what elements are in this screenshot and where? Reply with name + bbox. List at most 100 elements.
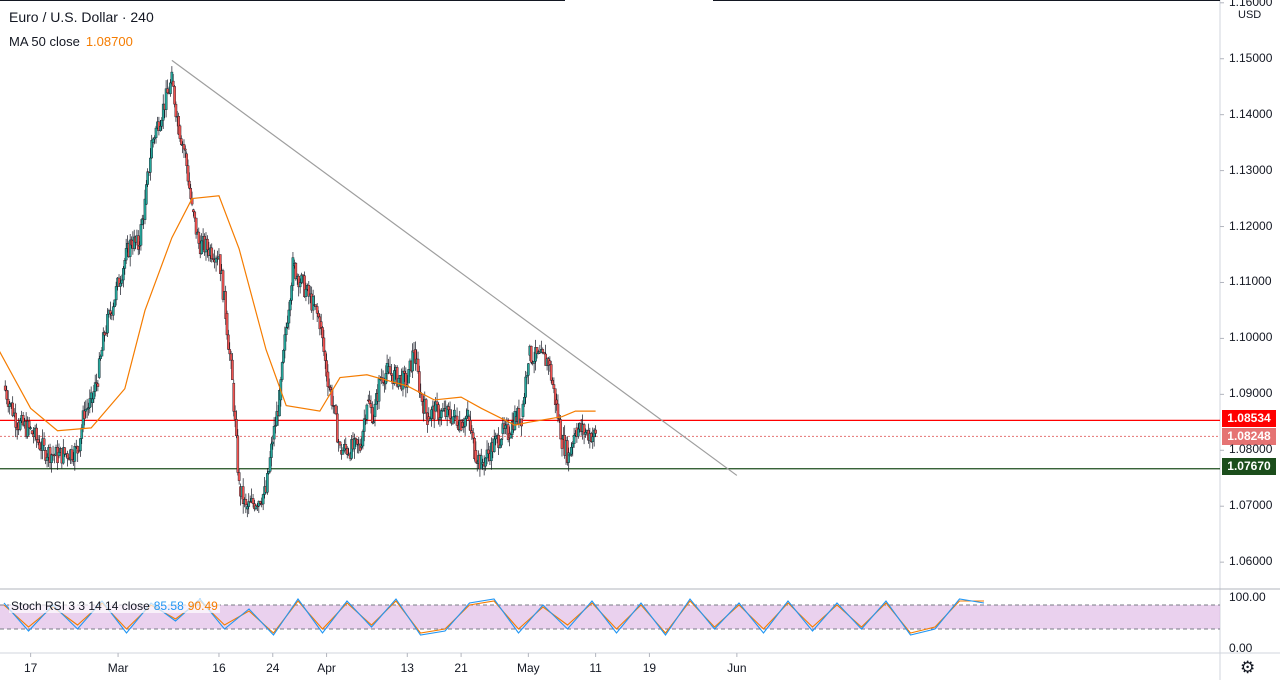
stoch-level-100: 100.00 bbox=[1229, 590, 1266, 604]
candle-body bbox=[227, 334, 230, 350]
y-tick-label: 1.11000 bbox=[1229, 274, 1272, 289]
candle-body bbox=[365, 404, 369, 420]
candle-body bbox=[210, 247, 214, 259]
y-tick-label: 1.12000 bbox=[1229, 218, 1273, 233]
candle-body bbox=[288, 300, 292, 311]
candle-body bbox=[97, 358, 101, 378]
candle-body bbox=[89, 392, 93, 399]
candle-body bbox=[371, 407, 374, 424]
candle-body bbox=[373, 403, 377, 417]
candle-body bbox=[99, 355, 102, 359]
candle-body bbox=[463, 418, 467, 427]
candle-body bbox=[532, 361, 536, 364]
candle-body bbox=[136, 235, 140, 250]
candle-body bbox=[338, 441, 342, 446]
candle-body bbox=[186, 165, 190, 182]
candle-body bbox=[430, 409, 433, 419]
candle-body bbox=[92, 391, 96, 400]
candle-body bbox=[50, 454, 53, 463]
y-tick-label: 1.16000 bbox=[1229, 0, 1273, 9]
ma-legend-value: 1.08700 bbox=[85, 34, 133, 49]
candle-body bbox=[494, 435, 497, 440]
candle-body bbox=[149, 157, 152, 173]
candle-body bbox=[179, 138, 183, 146]
candle-body bbox=[471, 432, 475, 439]
candle-body bbox=[356, 439, 359, 445]
chart-title: Euro / U.S. Dollar · 240 bbox=[9, 9, 154, 25]
candle-body bbox=[197, 231, 201, 244]
candle-body bbox=[361, 431, 365, 447]
candle-body bbox=[241, 486, 245, 504]
candle-body bbox=[290, 285, 293, 301]
ma-line bbox=[0, 195, 596, 432]
candle-body bbox=[109, 310, 112, 314]
candle-body bbox=[5, 389, 9, 400]
candle-body bbox=[500, 438, 503, 446]
y-tick-label: 1.08000 bbox=[1229, 442, 1273, 457]
candle-body bbox=[487, 449, 490, 454]
x-tick-label: 13 bbox=[400, 661, 414, 675]
stoch-k-line bbox=[3, 598, 985, 636]
candle-body bbox=[193, 211, 197, 219]
candle-body bbox=[525, 375, 529, 378]
candle-body bbox=[244, 499, 248, 506]
candle-body bbox=[291, 257, 295, 286]
candle-body bbox=[6, 398, 10, 407]
candle-body bbox=[225, 313, 229, 336]
candle-body bbox=[470, 430, 474, 434]
candle-body bbox=[315, 306, 319, 314]
candle-body bbox=[114, 286, 118, 301]
candle-body bbox=[173, 86, 176, 105]
candle-body bbox=[146, 171, 149, 185]
candle-body bbox=[435, 401, 439, 405]
resistance-price-tag: 1.08534 bbox=[1222, 410, 1276, 427]
x-tick-label: Apr bbox=[317, 661, 336, 675]
candle-body bbox=[437, 404, 440, 420]
stoch-k-value: 85.58 bbox=[153, 599, 184, 613]
candle-body bbox=[280, 362, 284, 380]
candle-body bbox=[326, 371, 330, 387]
candle-body bbox=[420, 394, 424, 402]
candle-body bbox=[524, 376, 527, 398]
candle-body bbox=[145, 184, 148, 205]
candle-body bbox=[200, 240, 203, 255]
y-tick-label: 1.07000 bbox=[1229, 498, 1273, 513]
y-tick-label: 1.15000 bbox=[1229, 50, 1273, 65]
candle-body bbox=[466, 409, 470, 417]
candle-body bbox=[111, 306, 115, 316]
gear-icon[interactable]: ⚙ bbox=[1240, 658, 1256, 677]
x-tick-label: Jun bbox=[727, 661, 747, 675]
candle-body bbox=[268, 457, 272, 472]
candle-body bbox=[407, 369, 410, 384]
candle-body bbox=[63, 447, 67, 455]
candle-body bbox=[453, 409, 456, 417]
candle-body bbox=[353, 438, 356, 450]
candle-body bbox=[317, 313, 320, 318]
candle-body bbox=[14, 412, 17, 428]
candle-body bbox=[26, 420, 29, 437]
candle-body bbox=[166, 88, 169, 94]
candle-body bbox=[150, 140, 153, 159]
candle-body bbox=[182, 144, 186, 150]
candle-body bbox=[560, 438, 564, 449]
candle-body bbox=[411, 350, 414, 372]
current-price-tag: 1.08248 bbox=[1222, 428, 1276, 445]
candle-body bbox=[341, 449, 345, 455]
candle-body bbox=[527, 363, 530, 376]
candle-body bbox=[440, 410, 443, 418]
candle-body bbox=[294, 262, 298, 280]
candle-body bbox=[235, 419, 238, 437]
candle-body bbox=[552, 384, 556, 389]
candle-body bbox=[79, 438, 82, 452]
candle-body bbox=[282, 350, 285, 363]
candle-body bbox=[416, 358, 420, 372]
candle-body bbox=[29, 427, 32, 429]
candle-body bbox=[66, 453, 69, 459]
candle-body bbox=[160, 119, 164, 127]
candle-body bbox=[83, 410, 86, 419]
candle-body bbox=[270, 443, 273, 458]
candle-body bbox=[261, 494, 265, 505]
candle-body bbox=[169, 82, 172, 94]
candle-body bbox=[224, 291, 227, 319]
